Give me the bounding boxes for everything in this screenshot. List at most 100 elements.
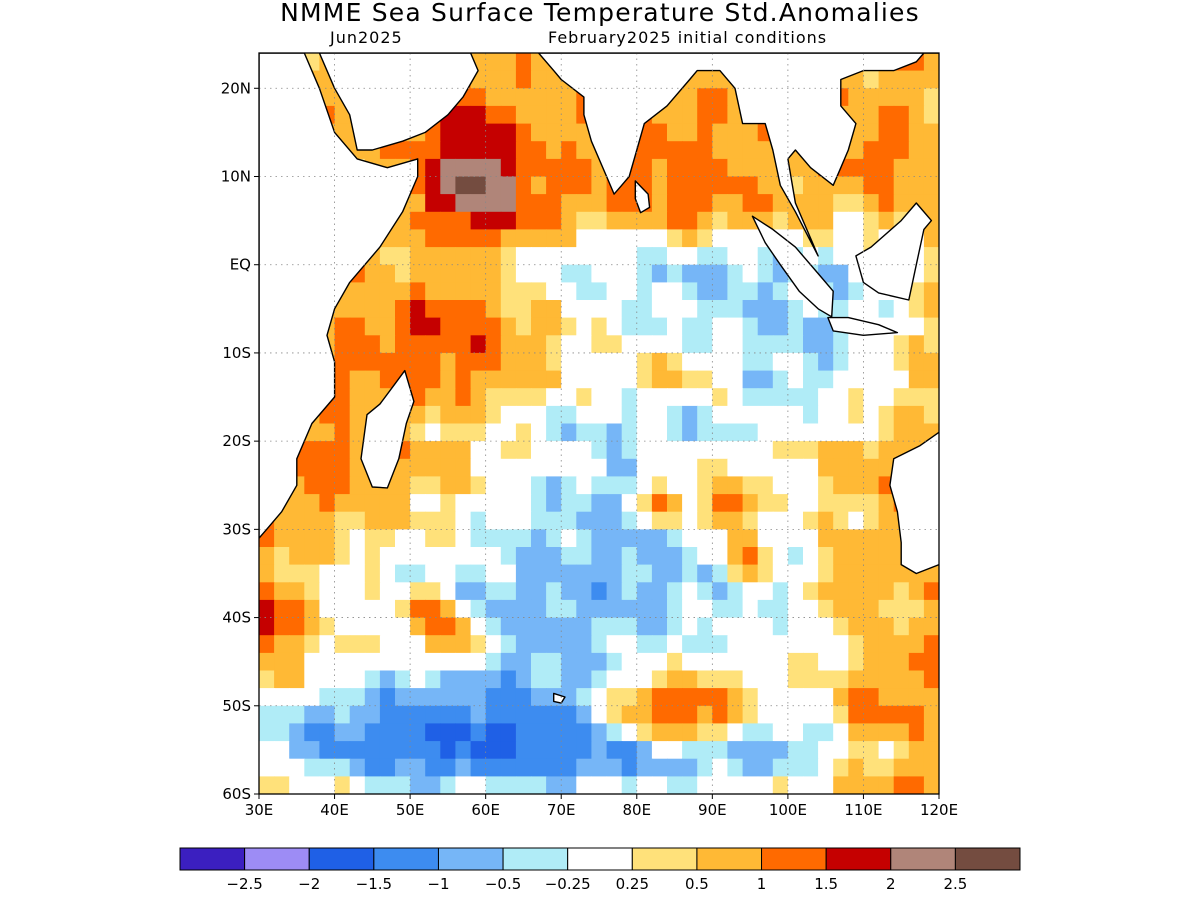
anomaly-cell xyxy=(772,635,789,654)
anomaly-cell xyxy=(742,758,759,777)
anomaly-cell xyxy=(531,317,547,336)
anomaly-cell xyxy=(606,547,623,566)
anomaly-cell xyxy=(772,652,789,672)
anomaly-cell xyxy=(636,282,653,301)
anomaly-cell xyxy=(803,458,819,477)
anomaly-cell xyxy=(561,670,577,689)
anomaly-cell xyxy=(621,423,638,442)
anomaly-cell xyxy=(863,670,880,689)
anomaly-cell xyxy=(727,688,744,707)
anomaly-cell xyxy=(667,670,683,689)
anomaly-cell xyxy=(334,317,351,336)
anomaly-cell xyxy=(440,247,456,266)
anomaly-cell xyxy=(591,494,608,513)
anomaly-cell xyxy=(319,635,336,654)
anomaly-cell xyxy=(546,582,562,601)
anomaly-cell xyxy=(591,300,608,319)
anomaly-cell xyxy=(576,141,592,160)
anomaly-cell xyxy=(818,335,834,354)
anomaly-cell xyxy=(727,317,744,336)
anomaly-cell xyxy=(727,476,744,495)
anomaly-cell xyxy=(440,635,456,654)
anomaly-cell xyxy=(606,335,623,354)
anomaly-cell xyxy=(923,194,939,213)
anomaly-cell xyxy=(833,564,849,583)
land-india xyxy=(537,53,939,257)
anomaly-cell xyxy=(455,529,472,548)
anomaly-cell xyxy=(863,405,880,425)
anomaly-cell xyxy=(485,388,502,407)
anomaly-cell xyxy=(500,141,517,160)
anomaly-cell xyxy=(591,194,608,213)
anomaly-cell xyxy=(863,564,880,583)
anomaly-cell xyxy=(455,741,472,760)
anomaly-cell xyxy=(485,688,502,707)
anomaly-cell xyxy=(515,211,532,230)
anomaly-cell xyxy=(455,564,472,583)
anomaly-cell xyxy=(803,494,819,513)
anomaly-cell xyxy=(757,441,774,460)
anomaly-cell xyxy=(606,441,623,460)
anomaly-cell xyxy=(561,758,577,777)
anomaly-cell xyxy=(289,652,305,672)
anomaly-cell xyxy=(410,476,426,495)
anomaly-cell xyxy=(621,705,638,724)
anomaly-cell xyxy=(259,723,275,742)
anomaly-cell xyxy=(757,158,774,178)
anomaly-cell xyxy=(757,688,774,707)
anomaly-cell xyxy=(500,158,517,178)
anomaly-cell xyxy=(470,264,487,283)
anomaly-cell xyxy=(908,300,925,319)
anomaly-cell xyxy=(455,599,472,619)
anomaly-cell xyxy=(379,335,396,354)
anomaly-cell xyxy=(682,211,698,230)
anomaly-cell xyxy=(349,282,366,301)
anomaly-cell xyxy=(833,529,849,548)
anomaly-cell xyxy=(787,317,804,336)
anomaly-cell xyxy=(455,723,472,742)
anomaly-cell xyxy=(410,635,426,654)
anomaly-cell xyxy=(923,123,939,142)
anomaly-cell xyxy=(863,105,880,125)
anomaly-cell xyxy=(621,776,638,794)
anomaly-cell xyxy=(772,458,789,477)
anomaly-cell xyxy=(651,282,668,301)
anomaly-cell xyxy=(500,194,517,213)
anomaly-cell xyxy=(531,511,547,530)
anomaly-cell xyxy=(712,441,728,460)
anomaly-cell xyxy=(697,458,713,477)
anomaly-cell xyxy=(712,388,728,407)
anomaly-cell xyxy=(379,599,396,619)
anomaly-cell xyxy=(576,564,592,583)
anomaly-cell xyxy=(742,547,759,566)
anomaly-cell xyxy=(425,599,441,619)
anomaly-cell xyxy=(787,229,804,248)
anomaly-cell xyxy=(304,564,320,583)
anomaly-cell xyxy=(319,705,336,724)
anomaly-cell xyxy=(878,194,895,213)
anomaly-cell xyxy=(576,617,592,636)
anomaly-cell xyxy=(591,599,608,619)
anomaly-cell xyxy=(908,723,925,742)
anomaly-cell xyxy=(546,282,562,301)
anomaly-cell xyxy=(531,229,547,248)
colorbar-label: 1 xyxy=(757,875,767,893)
anomaly-cell xyxy=(863,123,880,142)
anomaly-cell xyxy=(531,529,547,548)
anomaly-cell xyxy=(787,476,804,495)
anomaly-cell xyxy=(697,405,713,425)
anomaly-cell xyxy=(576,670,592,689)
anomaly-cell xyxy=(485,53,502,72)
anomaly-cell xyxy=(531,370,547,389)
anomaly-cell xyxy=(470,705,487,724)
anomaly-cell xyxy=(803,741,819,760)
anomaly-cell xyxy=(863,476,880,495)
anomaly-cell xyxy=(848,352,864,372)
anomaly-cell xyxy=(923,53,939,72)
anomaly-cell xyxy=(667,564,683,583)
anomaly-cell xyxy=(727,370,744,389)
anomaly-cell xyxy=(349,599,366,619)
anomaly-cell xyxy=(304,670,320,689)
anomaly-cell xyxy=(485,458,502,477)
anomaly-cell xyxy=(500,670,517,689)
